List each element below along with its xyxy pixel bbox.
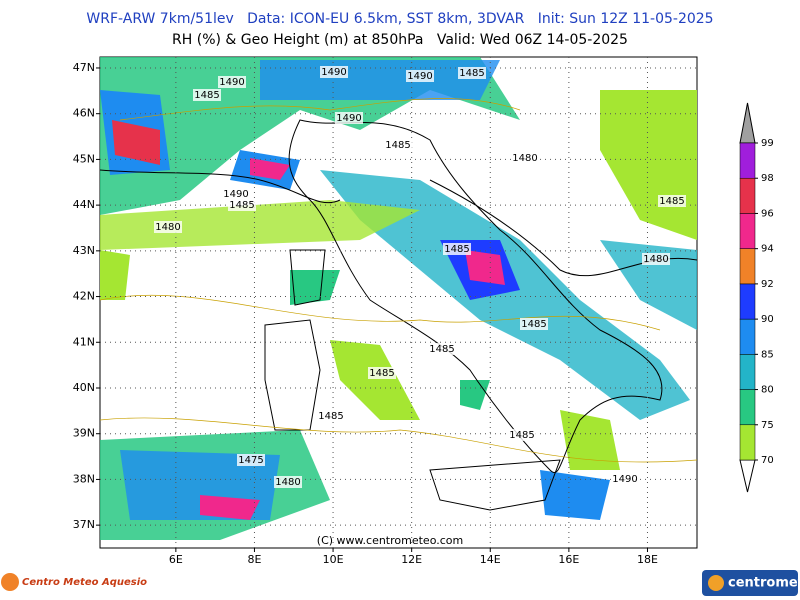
copyright: (C) www.centrometeo.com [317,534,463,547]
y-tick-label: 46N [73,107,95,120]
map-frame [99,56,698,549]
contour-label: 1485 [369,368,394,379]
x-tick-label: 8E [247,553,261,566]
y-tick-label: 45N [73,152,95,165]
y-tick-label: 41N [73,335,95,348]
logo-right: centrometeo [728,576,800,591]
y-tick-label: 37N [73,518,95,531]
colorbar-label: 99 [761,138,774,149]
logo-left-icon [1,573,19,591]
contour-label: 1485 [521,319,546,330]
x-tick-label: 6E [169,553,183,566]
contour-label-bg [384,139,412,151]
contour-label-bg [642,253,670,265]
contour-label-bg [274,476,302,488]
colorbar-label: 80 [761,385,774,396]
contour-label-bg [406,70,434,82]
colorbar-segment [739,142,756,179]
contour-label: 1485 [194,90,219,101]
contour-label-bg [317,410,345,422]
colorbar-label: 92 [761,279,774,290]
contour-label: 1485 [444,244,469,255]
contour-label-bg [368,367,396,379]
contour-label-bg [237,454,265,466]
contour-label: 1485 [318,411,343,422]
logo-right-box [702,570,798,596]
contour-label-bg [320,66,348,78]
contour-label-bg [428,343,456,355]
contour-label: 1490 [219,77,244,88]
colorbar-segment [739,248,756,285]
contour-label-bg [458,67,486,79]
x-tick-label: 10E [323,553,344,566]
contour-label-bg [658,195,686,207]
contour-label: 1480 [512,153,537,164]
subtitle: RH (%) & Geo Height (m) at 850hPa Valid:… [172,32,628,48]
contour-label-bg [193,89,221,101]
contour-label: 1490 [407,71,432,82]
y-tick-label: 38N [73,472,95,485]
colorbar-label: 75 [761,420,774,431]
colorbar-cap-bottom [739,459,756,493]
contour-label-bg [511,152,539,164]
contour-label: 1475 [238,455,263,466]
contour-label-bg [222,188,250,200]
colorbar-label: 98 [761,173,774,184]
contour-label-bg [443,243,471,255]
contour-label: 1480 [643,254,668,265]
colorbar-segment [739,318,756,355]
colorbar-segment [739,213,756,249]
y-tick-label: 39N [73,427,95,440]
x-tick-label: 12E [401,553,422,566]
logo-left: Centro Meteo Aquesio [22,577,147,588]
y-tick-label: 47N [73,61,95,74]
contour-label: 1490 [223,189,248,200]
x-tick-label: 16E [558,553,579,566]
colorbar-label: 85 [761,349,774,360]
colorbar-label: 90 [761,314,774,325]
contour-label: 1485 [429,344,454,355]
x-tick-label: 14E [480,553,501,566]
contour-label: 1490 [612,474,637,485]
contour-label: 1490 [321,67,346,78]
contour-label: 1480 [275,477,300,488]
contour-label: 1485 [509,430,534,441]
contour-label: 1490 [336,113,361,124]
contour-label-bg [611,473,639,485]
contour-label: 1480 [155,222,180,233]
contour-label-bg [335,112,363,124]
contour-label: 1485 [459,68,484,79]
contour-label-bg [520,318,548,330]
contour-label-bg [508,429,536,441]
title: WRF-ARW 7km/51lev Data: ICON-EU 6.5km, S… [86,11,713,27]
y-tick-label: 44N [73,198,95,211]
colorbar-label: 94 [761,244,774,255]
y-tick-label: 42N [73,290,95,303]
colorbar-segment [739,283,756,320]
colorbar-label: 96 [761,208,774,219]
contour-label-bg [154,221,182,233]
y-tick-label: 43N [73,244,95,257]
colorbar-label: 70 [761,455,774,466]
contour-label: 1485 [229,200,254,211]
x-tick-label: 18E [637,553,658,566]
contour-label-bg [218,76,246,88]
contour-label: 1485 [385,140,410,151]
contour-label-bg [228,199,256,211]
colorbar-segment [739,389,756,426]
colorbar-segment [739,177,756,214]
contour-label: 1485 [659,196,684,207]
colorbar-segment [739,424,756,461]
logo-right-icon [708,575,724,591]
y-tick-label: 40N [73,381,95,394]
colorbar-segment [739,354,756,390]
colorbar-cap-top [739,102,756,144]
